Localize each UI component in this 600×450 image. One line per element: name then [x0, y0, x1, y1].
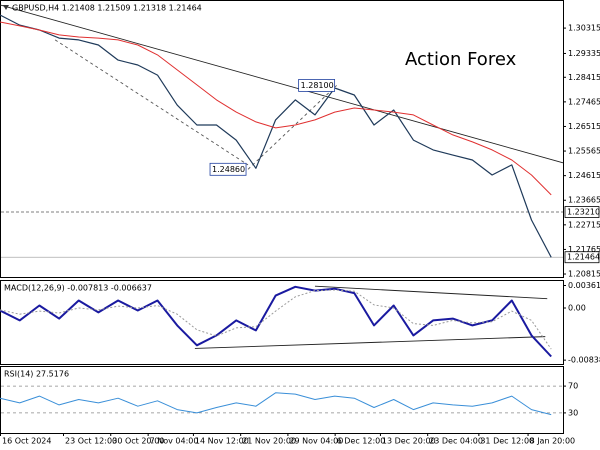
y-tick-label: 0.003616 [568, 281, 600, 290]
trend-line [314, 285, 548, 300]
x-tick-label: 14 Nov 12:00 [195, 437, 249, 446]
trend-line [194, 336, 546, 349]
price-label-box [564, 251, 600, 264]
price-label: 1.23210 [567, 208, 600, 217]
panel-title: RSI(14) 27.5176 [4, 370, 69, 379]
x-tick-label: 31 Dec 12:00 [480, 437, 534, 446]
y-tick-label: 1.21765 [568, 245, 600, 254]
y-tick-label: 0.00 [568, 304, 586, 313]
y-tick-label: 1.24615 [568, 171, 600, 180]
y-tick-label: 1.29335 [568, 49, 600, 58]
panel-frame [0, 0, 564, 278]
x-tick-label: 23 Oct 12:00 [65, 437, 117, 446]
y-tick-label: 1.23665 [568, 196, 600, 205]
y-tick-label: 1.25565 [568, 147, 600, 156]
y-tick-label: 1.20815 [568, 270, 600, 279]
x-tick-label: 21 Nov 20:00 [242, 437, 296, 446]
callout-box [298, 79, 336, 92]
x-tick-label: 29 Nov 04:00 [289, 437, 343, 446]
trend-line [54, 39, 249, 166]
x-tick-label: 23 Dec 04:00 [429, 437, 483, 446]
watermark: Action Forex [405, 49, 517, 70]
y-tick-label: 1.22715 [568, 220, 600, 229]
x-tick-label: 16 Oct 2024 [2, 437, 51, 446]
panel-frame [0, 280, 564, 365]
y-tick-label: 70 [568, 382, 578, 391]
panel-title: GBPUSD,H4 1.21408 1.21509 1.21318 1.2146… [12, 4, 202, 13]
x-tick-label: 6 Dec 12:00 [337, 437, 386, 446]
trend-line [247, 85, 337, 170]
callout-label: 1.28100 [301, 81, 334, 90]
panel-title: MACD(12,26,9) -0.007813 -0.006637 [4, 284, 152, 293]
y-tick-label: -0.00838 [568, 356, 600, 365]
y-tick-label: 1.27465 [568, 97, 600, 106]
callout-label: 1.24860 [212, 165, 245, 174]
y-tick-label: 1.28415 [568, 73, 600, 82]
panel-frame [0, 366, 564, 434]
series-line [0, 392, 552, 416]
series-line [0, 14, 552, 258]
trend-line [0, 4, 564, 164]
price-label-box [564, 206, 600, 218]
series-line [0, 289, 552, 350]
y-tick-label: 1.30315 [568, 24, 600, 33]
x-tick-label: 7 Nov 04:00 [150, 437, 199, 446]
y-tick-label: 30 [568, 408, 578, 417]
callout-box [209, 162, 247, 176]
x-tick-label: 13 Dec 20:00 [382, 437, 436, 446]
x-tick-label: 30 Oct 20:00 [112, 437, 164, 446]
y-tick-label: 1.26515 [568, 122, 600, 131]
x-tick-label: 8 Jan 20:00 [530, 437, 576, 446]
symbol-icon [3, 5, 9, 10]
series-line [0, 21, 552, 196]
price-label: 1.21464 [567, 253, 600, 262]
